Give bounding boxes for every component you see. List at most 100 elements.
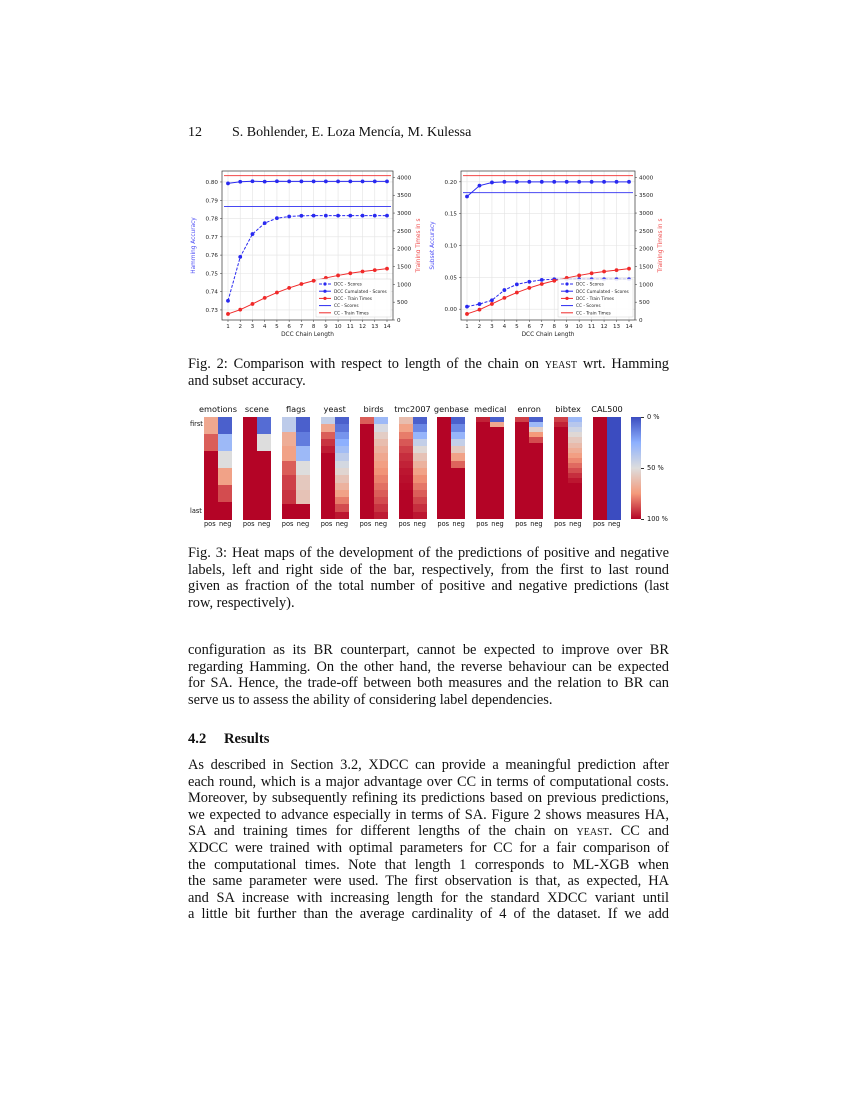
heatmap-cell [490,468,505,474]
heatmap-cell [476,503,491,510]
heatmap-cell [373,417,388,425]
y2-tick-label: 3000 [639,211,654,217]
heatmap-cell [320,504,335,513]
heatmap-cell [490,493,505,500]
y-tick-label: 0.75 [206,271,219,277]
data-point [262,295,267,300]
text-line: regarding Hamming. On the other hand, th… [188,658,669,675]
prediction-heatmaps: emotions pos neg scene pos neg flags pos neg yeas… [0,0,850,540]
column-label-neg: neg [452,520,465,528]
heatmap-title-cal500: CAL500 [591,404,623,414]
y-tick-label: 0.00 [445,307,458,313]
text-segment: As described in Section 3.2, XDCC can pr… [188,757,669,773]
x-tick-label: 3 [490,324,494,330]
data-point [477,302,482,306]
heatmap-cell [568,452,583,459]
data-point [385,266,389,271]
heatmap-cell [529,478,544,484]
heatmap-cell [476,513,491,520]
column-label-pos: pos [242,520,255,528]
heatmap-cell [490,503,505,510]
column-label-neg: neg [335,520,349,528]
dataset-name: yeast [576,823,609,840]
heatmap-cell [218,485,232,503]
y2-tick-label: 1500 [397,265,412,271]
heatmap-cell [295,460,310,476]
heatmap-cell [529,488,544,494]
text-line: Moreover, by subsequently refining its p… [188,790,669,807]
heatmap-cell [451,453,466,462]
column-label-pos: pos [359,520,372,528]
heatmap-cell [359,417,374,425]
data-point [226,181,230,186]
heatmap-cell [529,437,544,443]
heatmap-cell [412,453,427,462]
heatmap-title-bibtex: bibtex [555,404,581,414]
heatmap-cell [281,446,296,462]
y2-axis-label: Training Times in s [658,219,664,274]
y2-tick-label: 2500 [397,229,412,235]
data-point [627,266,631,271]
heatmap-cell [437,460,452,469]
column-label-neg: neg [257,520,271,528]
heatmap-cell [515,417,530,423]
figure3-caption: Fig. 3: Heat maps of the development of … [188,545,669,611]
y-tick-label: 0.80 [206,180,219,186]
heatmap-cell [373,446,388,454]
heatmap-cell [451,438,466,447]
heatmap-cell [515,462,530,469]
heatmap-cell [320,511,335,520]
row-label-first: first [190,420,203,428]
data-point [385,179,389,184]
heatmap-cell [281,417,296,433]
heatmap-cell [334,504,349,513]
heatmap-cell [476,493,491,500]
text-line: the computational times. Note that lengt… [188,857,669,874]
x-tick-label: 12 [359,324,366,330]
row-label-last: last [190,507,202,515]
y2-tick-label: 1500 [639,265,654,271]
x-tick-label: 11 [347,324,355,330]
legend-label: DCC - Train Times [334,296,373,302]
heatmap-cell [476,498,491,505]
heatmap-cell [515,432,530,438]
heatmap-cell [218,502,232,520]
caption-line: labels, left and right side of the bar, … [188,561,669,578]
colorbar-tick [641,468,644,469]
heatmap-cell [490,432,505,438]
heatmap-cell [398,504,413,513]
heatmap-cell [242,417,257,435]
data-point [465,194,469,199]
heatmap-cell [451,431,466,440]
heatmap-cell [256,485,271,503]
heatmap-cell [373,489,388,498]
heatmap-cell [568,457,583,464]
heatmap-cell [320,475,335,484]
data-point [287,214,292,219]
y-tick-label: 0.05 [445,275,458,281]
heatmap-cell [437,511,452,520]
heatmap-cell [529,473,544,479]
running-header-authors: S. Bohlender, E. Loza Mencía, M. Kulessa [232,125,472,140]
heatmap-cell [412,504,427,513]
heatmap-cell [412,446,427,454]
data-point [299,179,304,184]
heatmap-cell [451,460,466,469]
heatmap-cell [320,446,335,454]
heatmap-cell [334,417,349,425]
data-point [238,307,243,312]
caption-line: and subset accuracy. [188,372,306,389]
heatmap-cell [295,504,310,520]
x-tick-label: 10 [335,324,343,330]
heatmap-cell [476,447,491,454]
data-point [539,179,544,184]
data-point [514,179,519,184]
series-line-dcc-train-times [227,268,388,315]
column-label-neg: neg [569,520,582,528]
data-point [360,269,365,274]
heatmap-cell [554,457,569,464]
heatmap-cell [529,468,544,474]
data-point [490,298,494,303]
x-tick-label: 8 [552,324,556,330]
column-label-pos: pos [398,520,411,528]
